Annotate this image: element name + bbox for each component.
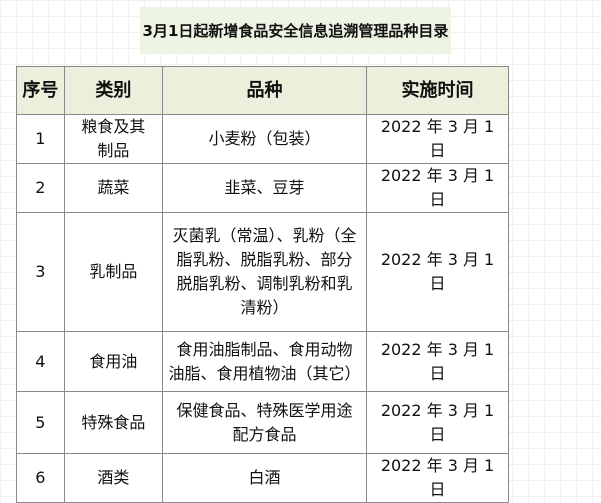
table-row: 4 食用油 食用油脂制品、食用动物 油脂、食用植物油（其它） 2022 年 3 月 1 … bbox=[16, 331, 509, 392]
cell-variety-line: 小麦粉（包装） bbox=[208, 129, 321, 148]
header-variety: 品种 bbox=[161, 66, 368, 115]
table-row: 5 特殊食品 保健食品、特殊医学用途 配方食品 2022 年 3 月 1 日 bbox=[16, 391, 509, 454]
cell-category-line: 食用油 bbox=[89, 351, 138, 371]
header-category: 类别 bbox=[63, 66, 163, 115]
cell-no: 3 bbox=[16, 212, 65, 332]
cell-no: 6 bbox=[16, 453, 65, 503]
page-title: 3月1日起新增食品安全信息追溯管理品种目录 bbox=[140, 7, 451, 54]
cell-variety-line: 脂乳粉、脱脂乳粉、部分 bbox=[176, 250, 353, 269]
header-date: 实施时间 bbox=[366, 66, 509, 115]
cell-date: 2022 年 3 月 1 日 bbox=[366, 453, 509, 503]
table-row: 2 蔬菜 韭菜、豆芽 2022 年 3 月 1 日 bbox=[16, 163, 509, 213]
cell-variety-line: 白酒 bbox=[248, 468, 281, 487]
cell-category-line: 蔬菜 bbox=[97, 178, 130, 197]
cell-variety-line: 清粉） bbox=[240, 298, 289, 317]
table-row: 3 乳制品 灭菌乳（常温）、乳粉（全 脂乳粉、脱脂乳粉、部分 脱脂乳粉、调制乳粉和乳 清粉… bbox=[16, 212, 509, 332]
cell-variety-line: 脱脂乳粉、调制乳粉和乳 bbox=[176, 274, 353, 293]
table-row: 1 粮食及其 制品 小麦粉（包装） 2022 年 3 月 1 日 bbox=[16, 114, 509, 164]
cell-no: 1 bbox=[16, 114, 65, 164]
cell-category: 粮食及其 制品 bbox=[63, 114, 163, 164]
cell-variety: 韭菜、豆芽 bbox=[161, 163, 368, 213]
cell-variety-line: 食用油脂制品、食用动物 bbox=[176, 339, 353, 359]
cell-no: 4 bbox=[16, 331, 65, 392]
cell-variety: 小麦粉（包装） bbox=[161, 114, 368, 164]
cell-variety: 白酒 bbox=[161, 453, 368, 503]
cell-category: 酒类 bbox=[63, 453, 163, 503]
cell-category: 蔬菜 bbox=[63, 163, 163, 213]
cell-no: 5 bbox=[16, 391, 65, 454]
cell-variety-line: 保健食品、特殊医学用途 bbox=[176, 400, 353, 420]
cell-category: 食用油 bbox=[63, 331, 163, 392]
cell-variety-line: 韭菜、豆芽 bbox=[224, 178, 305, 197]
header-no: 序号 bbox=[16, 66, 65, 115]
cell-category: 特殊食品 bbox=[63, 391, 163, 454]
cell-category-line: 乳制品 bbox=[89, 262, 138, 281]
cell-category-line: 酒类 bbox=[97, 468, 130, 487]
cell-variety-line: 配方食品 bbox=[232, 424, 297, 444]
cell-variety-line: 灭菌乳（常温）、乳粉（全 bbox=[172, 226, 357, 245]
cell-date: 2022 年 3 月 1 日 bbox=[366, 391, 509, 454]
cell-category: 乳制品 bbox=[63, 212, 163, 332]
cell-category-line: 粮食及其 bbox=[81, 117, 146, 136]
cell-date: 2022 年 3 月 1 日 bbox=[366, 163, 509, 213]
cell-category-line: 特殊食品 bbox=[81, 412, 146, 432]
cell-variety: 食用油脂制品、食用动物 油脂、食用植物油（其它） bbox=[161, 331, 368, 392]
table-row: 6 酒类 白酒 2022 年 3 月 1 日 bbox=[16, 453, 509, 503]
cell-category-line: 制品 bbox=[97, 141, 130, 160]
cell-no: 2 bbox=[16, 163, 65, 213]
cell-variety: 灭菌乳（常温）、乳粉（全 脂乳粉、脱脂乳粉、部分 脱脂乳粉、调制乳粉和乳 清粉） bbox=[161, 212, 368, 332]
table-header-row: 序号 类别 品种 实施时间 bbox=[16, 66, 509, 115]
traceability-table: 序号 类别 品种 实施时间 1 粮食及其 制品 小麦粉（包装） 2022 年 3 月 1… bbox=[16, 66, 509, 503]
cell-date: 2022 年 3 月 1 日 bbox=[366, 212, 509, 332]
cell-variety: 保健食品、特殊医学用途 配方食品 bbox=[161, 391, 368, 454]
cell-date: 2022 年 3 月 1 日 bbox=[366, 114, 509, 164]
cell-variety-line: 油脂、食用植物油（其它） bbox=[168, 363, 361, 383]
cell-date: 2022 年 3 月 1 日 bbox=[366, 331, 509, 392]
